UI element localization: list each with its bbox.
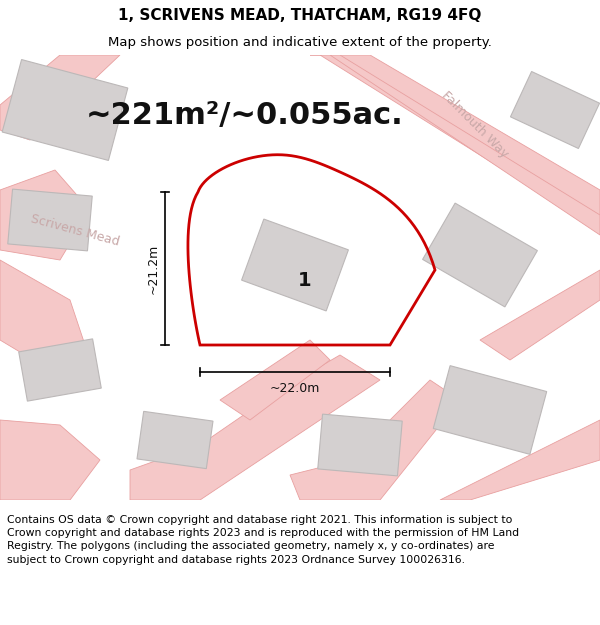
Text: ~21.2m: ~21.2m xyxy=(146,243,160,294)
Polygon shape xyxy=(8,189,92,251)
Polygon shape xyxy=(318,414,402,476)
Polygon shape xyxy=(422,203,538,307)
Polygon shape xyxy=(220,340,330,420)
Text: Map shows position and indicative extent of the property.: Map shows position and indicative extent… xyxy=(108,36,492,49)
Polygon shape xyxy=(290,380,460,500)
Polygon shape xyxy=(0,55,120,140)
Polygon shape xyxy=(0,420,100,500)
Polygon shape xyxy=(0,170,90,260)
Polygon shape xyxy=(511,71,599,149)
Polygon shape xyxy=(242,219,349,311)
Text: Scrivens Mead: Scrivens Mead xyxy=(29,212,121,248)
Text: 1: 1 xyxy=(298,271,312,289)
Polygon shape xyxy=(137,411,213,469)
Text: ~22.0m: ~22.0m xyxy=(270,381,320,394)
Polygon shape xyxy=(130,355,380,500)
Text: 1, SCRIVENS MEAD, THATCHAM, RG19 4FQ: 1, SCRIVENS MEAD, THATCHAM, RG19 4FQ xyxy=(118,8,482,23)
Polygon shape xyxy=(2,59,128,161)
Polygon shape xyxy=(433,366,547,454)
Text: Falmouth Way: Falmouth Way xyxy=(439,89,511,161)
Text: ~221m²/~0.055ac.: ~221m²/~0.055ac. xyxy=(86,101,404,130)
Text: Contains OS data © Crown copyright and database right 2021. This information is : Contains OS data © Crown copyright and d… xyxy=(7,515,520,564)
Polygon shape xyxy=(19,339,101,401)
Polygon shape xyxy=(0,260,85,370)
Polygon shape xyxy=(480,270,600,360)
Polygon shape xyxy=(310,55,600,230)
Polygon shape xyxy=(330,55,600,235)
Polygon shape xyxy=(440,420,600,500)
